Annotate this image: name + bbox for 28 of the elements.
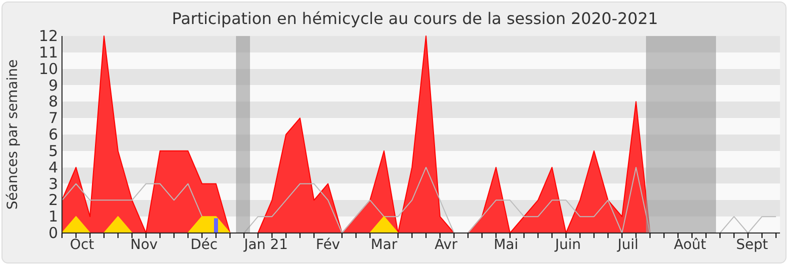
x-tick-label: Juil [616, 236, 638, 253]
x-tick-label: Jan 21 [243, 236, 288, 253]
y-axis-title: Séances par semaine [5, 59, 21, 210]
x-tick-label: Avr [434, 236, 458, 253]
x-tick-label: Sept [736, 236, 768, 253]
x-tick-label: Déc [190, 236, 218, 253]
y-tick-label: 4 [48, 158, 58, 176]
y-tick-label: 7 [48, 109, 58, 128]
x-tick-label: Oct [70, 236, 95, 253]
y-tick-label: 6 [48, 126, 58, 144]
y-tick-label: 1 [48, 208, 58, 226]
x-tick-label: Mar [370, 236, 398, 253]
y-tick-label: 11 [38, 43, 58, 62]
chart-title: Participation en hémicycle au cours de la session 2020-2021 [172, 9, 658, 28]
y-tick-label: 12 [38, 27, 58, 45]
y-tick-label: 8 [48, 92, 58, 111]
y-tick-label: 2 [48, 191, 58, 210]
y-tick-label: 0 [48, 224, 58, 242]
y-tick-label: 3 [48, 174, 58, 193]
x-tick-label: Nov [130, 236, 158, 253]
y-tick-label: 9 [48, 76, 58, 94]
x-tick-label: Août [674, 236, 707, 253]
x-tick-label: Juin [554, 236, 581, 253]
line-series [62, 166, 776, 234]
x-tick-label: Mai [494, 236, 518, 253]
y-tick-label: 10 [38, 60, 58, 78]
x-tick-label: Fév [316, 236, 340, 253]
y-tick-label: 5 [48, 142, 58, 160]
